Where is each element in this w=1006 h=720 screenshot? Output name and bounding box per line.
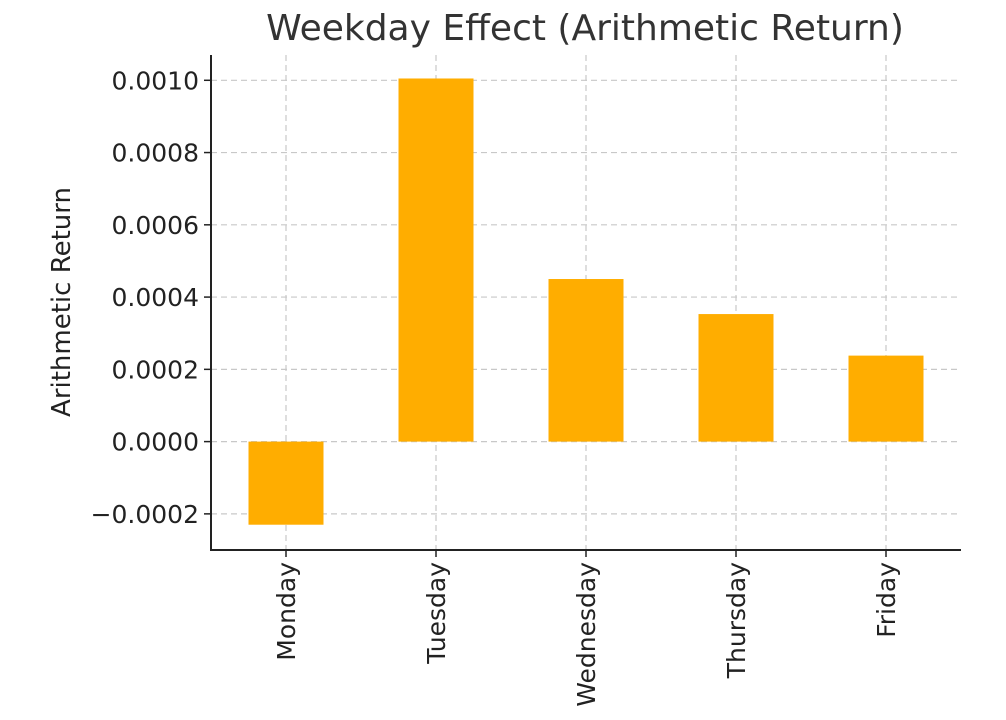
grid-layer	[211, 55, 961, 550]
x-tick-label: Friday	[872, 562, 901, 638]
chart-title: Weekday Effect (Arithmetic Return)	[266, 8, 904, 49]
y-tick-label: 0.0006	[112, 211, 199, 240]
bar-wednesday	[548, 279, 624, 442]
x-tick-label: Tuesday	[422, 562, 451, 665]
y-tick-label: 0.0002	[112, 355, 199, 384]
bar-monday	[248, 441, 324, 525]
y-tick-label: 0.0000	[112, 428, 199, 457]
y-tick-label: 0.0004	[112, 283, 199, 312]
x-tick-label: Wednesday	[572, 562, 601, 707]
x-tick-label: Thursday	[722, 562, 751, 679]
y-tick-label: 0.0008	[112, 139, 199, 168]
bar-tuesday	[398, 78, 474, 442]
axis-spines	[210, 55, 961, 551]
bar-layer	[248, 78, 924, 525]
bar-thursday	[698, 314, 774, 442]
y-axis-label: Arithmetic Return	[47, 187, 77, 417]
y-tick-label: −0.0002	[91, 500, 199, 529]
y-tick-label: 0.0010	[112, 66, 199, 95]
axis-layer: −0.0002 0.0000 0.0002 0.0004 0.0006 0.0008 0.0…	[91, 55, 961, 707]
x-tick-label: Monday	[272, 562, 301, 661]
bar-friday	[848, 355, 924, 442]
